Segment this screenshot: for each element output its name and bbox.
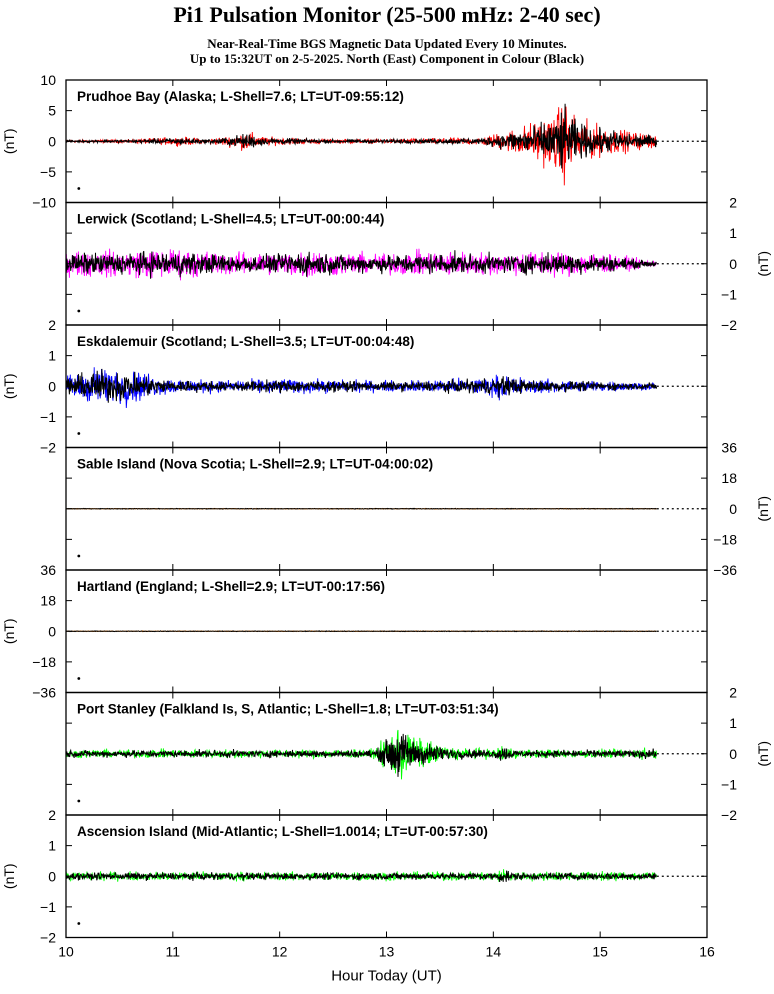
- station-label: Hartland (England; L-Shell=2.9; LT=UT-00…: [77, 579, 385, 594]
- panel-1: −10 −5 0 5 10 (nT) Prudhoe Bay (Alaska; L-Shel…: [1, 72, 708, 211]
- station-label: Port Stanley (Falkland Is, S, Atlantic; …: [77, 702, 499, 717]
- x-tick-label: 10: [58, 944, 74, 960]
- y-tick-label: −36: [32, 685, 56, 701]
- marker-dot: [77, 554, 81, 558]
- y-tick-label: 10: [40, 72, 56, 88]
- y-axis-unit: (nT): [1, 373, 17, 399]
- chart-subtitle-line-2: Up to 15:32UT on 2-5-2025. North (East) …: [189, 51, 585, 66]
- y-tick-label: −2: [721, 317, 737, 333]
- y-tick-label: −18: [713, 531, 737, 547]
- east-component-trace: [65, 250, 658, 279]
- x-tick-label: 12: [272, 944, 288, 960]
- east-component-trace: [65, 630, 657, 633]
- y-axis-unit: (nT): [1, 618, 17, 644]
- marker-dot: [77, 432, 81, 435]
- chart-subtitle-line-1: Near-Real-Time BGS Magnetic Data Updated…: [207, 36, 567, 51]
- y-tick-label: −2: [721, 807, 737, 823]
- x-tick-label: 16: [699, 944, 715, 960]
- east-component-trace: [65, 368, 658, 403]
- east-component-trace: [66, 507, 657, 510]
- marker-dot: [77, 187, 81, 190]
- station-label: Prudhoe Bay (Alaska; L-Shell=7.6; LT=UT-…: [77, 89, 404, 104]
- y-tick-label: −1: [40, 409, 56, 425]
- y-tick-label: −2: [40, 930, 56, 946]
- x-tick-label: 15: [592, 944, 608, 960]
- y-tick-label: 2: [729, 195, 737, 211]
- y-axis-unit: (nT): [1, 863, 17, 889]
- y-tick-label: 36: [40, 562, 56, 578]
- station-label: Eskdalemuir (Scotland; L-Shell=3.5; LT=U…: [77, 334, 414, 349]
- y-tick-label: 0: [48, 378, 56, 394]
- y-tick-label: 1: [48, 348, 56, 364]
- y-tick-label: 5: [48, 103, 56, 119]
- y-tick-label: 1: [48, 838, 56, 854]
- y-tick-label: 1: [729, 715, 737, 731]
- y-tick-label: 1: [729, 225, 737, 241]
- east-component-trace: [65, 870, 657, 883]
- y-axis-unit: (nT): [755, 496, 771, 522]
- x-tick-label: 13: [379, 944, 395, 960]
- panel-7: −2 −1 0 1 2 (nT) Ascension Island (Mid-Atlanti…: [1, 807, 708, 946]
- marker-dot: [77, 309, 81, 313]
- x-tick-label: 14: [486, 944, 502, 960]
- y-tick-label: 18: [721, 470, 737, 486]
- panel-5: −36 −18 0 18 36 (nT) Hartland (England; L-Shel…: [1, 562, 708, 701]
- panel-4: −36 −18 0 18 36 (nT) Sable Island (Nova Scotia…: [65, 440, 771, 578]
- y-tick-label: 0: [729, 746, 737, 762]
- y-tick-label: 0: [48, 623, 56, 639]
- east-component-trace: [65, 733, 658, 777]
- y-tick-label: −1: [721, 286, 737, 302]
- y-tick-label: −18: [32, 654, 56, 670]
- y-tick-label: −1: [721, 776, 737, 792]
- y-tick-label: 36: [721, 440, 737, 456]
- panel-2: −2 −1 0 1 2 (nT) Lerwick (Scotland; L-Shell=4.…: [65, 195, 771, 333]
- y-tick-label: −2: [40, 440, 56, 456]
- y-tick-label: 2: [729, 685, 737, 701]
- y-tick-label: −36: [713, 562, 737, 578]
- station-label: Lerwick (Scotland; L-Shell=4.5; LT=UT-00…: [77, 212, 384, 227]
- x-tick-label: 11: [166, 944, 181, 960]
- panel-3: −2 −1 0 1 2 (nT) Eskdalemuir (Scotland; L-Shel…: [1, 317, 708, 456]
- y-axis-unit: (nT): [755, 741, 771, 767]
- y-tick-label: 0: [729, 256, 737, 272]
- chart-title: Pi1 Pulsation Monitor (25-500 mHz: 2-40 …: [173, 2, 601, 27]
- y-tick-label: −5: [40, 164, 56, 180]
- marker-dot: [77, 799, 81, 803]
- panel-6: −2 −1 0 1 2 (nT) Port Stanley (Falkland Is, S,…: [65, 685, 771, 823]
- marker-dot: [77, 677, 81, 680]
- y-axis-unit: (nT): [1, 128, 17, 154]
- marker-dot: [77, 922, 81, 925]
- y-tick-label: −10: [32, 195, 56, 211]
- station-label: Sable Island (Nova Scotia; L-Shell=2.9; …: [77, 457, 433, 472]
- east-component-trace: [65, 103, 658, 169]
- y-tick-label: 18: [40, 593, 56, 609]
- y-tick-label: 2: [48, 317, 56, 333]
- y-tick-label: 2: [48, 807, 56, 823]
- y-tick-label: −1: [40, 899, 56, 915]
- y-axis-unit: (nT): [755, 251, 771, 277]
- y-tick-label: 0: [48, 868, 56, 884]
- station-label: Ascension Island (Mid-Atlantic; L-Shell=…: [77, 824, 488, 839]
- x-axis-label: Hour Today (UT): [331, 968, 442, 985]
- y-tick-label: 0: [729, 501, 737, 517]
- y-tick-label: 0: [48, 133, 56, 149]
